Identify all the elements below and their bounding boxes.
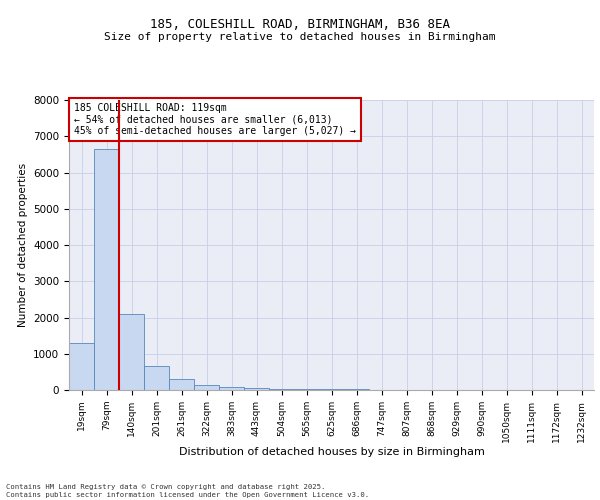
Text: 185, COLESHILL ROAD, BIRMINGHAM, B36 8EA: 185, COLESHILL ROAD, BIRMINGHAM, B36 8EA xyxy=(150,18,450,30)
Bar xyxy=(119,314,144,390)
Text: 185 COLESHILL ROAD: 119sqm
← 54% of detached houses are smaller (6,013)
45% of s: 185 COLESHILL ROAD: 119sqm ← 54% of deta… xyxy=(74,103,356,136)
Bar xyxy=(219,386,244,390)
Text: Size of property relative to detached houses in Birmingham: Size of property relative to detached ho… xyxy=(104,32,496,42)
Bar xyxy=(69,343,94,390)
Text: Contains HM Land Registry data © Crown copyright and database right 2025.
Contai: Contains HM Land Registry data © Crown c… xyxy=(6,484,369,498)
Y-axis label: Number of detached properties: Number of detached properties xyxy=(17,163,28,327)
Bar xyxy=(144,366,169,390)
Bar xyxy=(169,380,194,390)
Bar xyxy=(94,149,119,390)
Bar xyxy=(269,388,294,390)
Bar xyxy=(244,388,269,390)
Bar xyxy=(194,386,219,390)
X-axis label: Distribution of detached houses by size in Birmingham: Distribution of detached houses by size … xyxy=(179,448,484,458)
Bar xyxy=(294,389,319,390)
